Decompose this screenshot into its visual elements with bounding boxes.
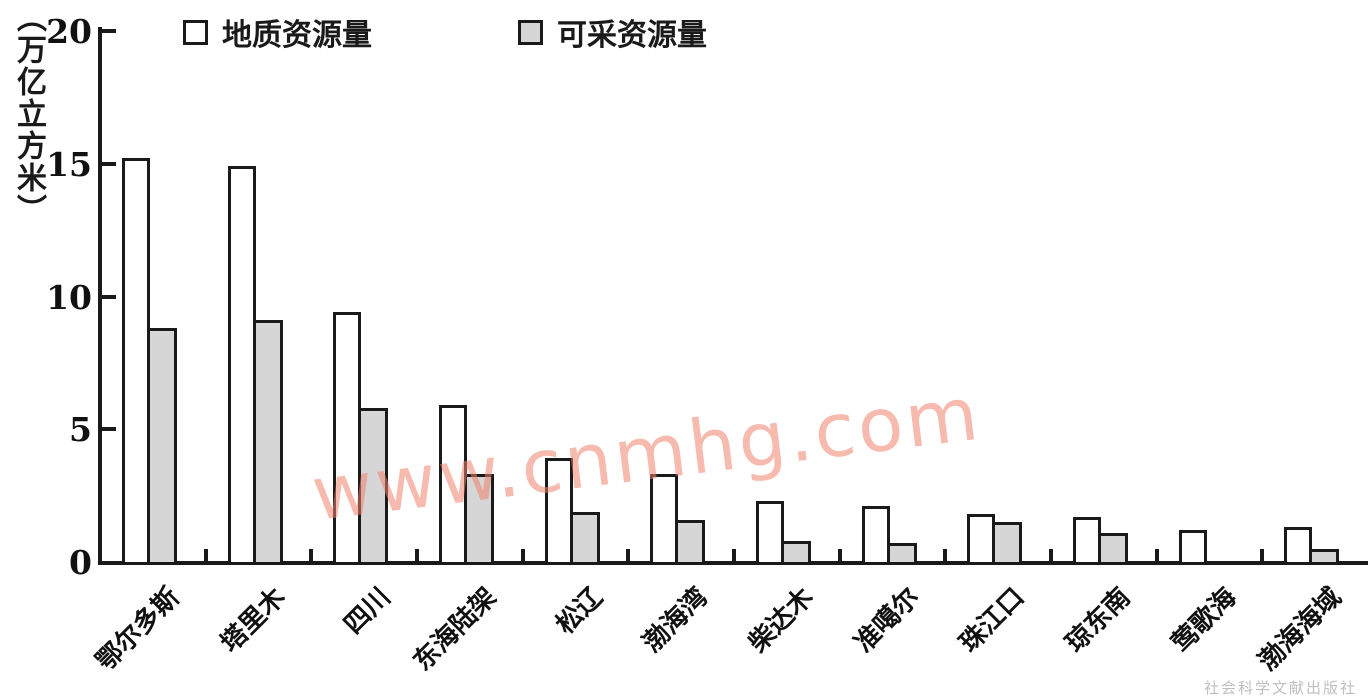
y-tick-15 [102, 161, 116, 166]
bar-recoverable-6 [781, 540, 811, 565]
x-label-6: 柴达木 [743, 582, 820, 659]
y-tick-10 [102, 294, 116, 299]
y-tick-label-5: 5 [69, 410, 92, 450]
bar-geological-4 [544, 458, 573, 565]
x-axis-tick-0 [203, 549, 208, 562]
x-label-11: 渤海海域 [1253, 582, 1348, 678]
bar-recoverable-1 [252, 320, 283, 565]
x-label-7: 准噶尔 [848, 582, 926, 659]
x-axis-tick-9 [1154, 549, 1159, 562]
legend-label-geological: 地质资源量 [222, 18, 372, 53]
bar-geological-1 [227, 166, 256, 565]
x-axis-tick-6 [837, 549, 842, 562]
bar-geological-9 [1073, 516, 1101, 565]
legend-swatch-recoverable [518, 19, 543, 45]
x-axis-tick-4 [626, 549, 631, 562]
legend-label-recoverable: 可采资源量 [557, 18, 707, 53]
x-axis-tick-5 [732, 549, 736, 562]
x-label-8: 珠江口 [954, 582, 1031, 659]
bar-geological-6 [756, 500, 784, 565]
legend: 地质资源量 可采资源量 [183, 10, 707, 54]
x-label-1: 塔里木 [214, 582, 292, 659]
y-tick-label-10: 10 [46, 277, 92, 317]
x-label-3: 东海陆架 [407, 582, 503, 678]
x-axis-tick-10 [1260, 549, 1265, 562]
bar-recoverable-4 [569, 511, 600, 565]
bar-geological-2 [333, 312, 362, 565]
x-axis-tick-8 [1049, 549, 1053, 562]
bar-geological-5 [650, 474, 679, 565]
x-axis-tick-3 [520, 549, 525, 562]
y-tick-5 [102, 427, 116, 432]
y-tick-label-0: 0 [69, 543, 92, 582]
bar-geological-11 [1284, 527, 1313, 565]
y-tick-label-20: 20 [46, 12, 92, 51]
publisher-watermark: 社会科学文献出版社 [1204, 679, 1358, 697]
x-axis-line [98, 561, 1368, 565]
bar-geological-7 [861, 506, 890, 565]
bar-geological-3 [439, 405, 467, 565]
y-tick-label-15: 15 [46, 144, 92, 184]
bar-recoverable-11 [1309, 548, 1340, 565]
bar-geological-8 [967, 514, 996, 565]
x-label-4: 松辽 [550, 582, 609, 641]
x-label-0: 鄂尔多斯 [90, 582, 186, 678]
x-label-2: 四川 [338, 582, 397, 641]
y-axis-title: （万亿立方米） [11, 2, 46, 226]
x-label-9: 琼东南 [1060, 582, 1137, 659]
x-axis-tick-7 [943, 549, 948, 562]
bar-recoverable-0 [147, 328, 177, 565]
bar-recoverable-2 [358, 408, 389, 565]
bar-recoverable-9 [1098, 532, 1128, 565]
y-tick-20 [102, 29, 116, 33]
bar-recoverable-3 [464, 474, 494, 565]
bar-recoverable-5 [675, 519, 706, 565]
x-label-10: 莺歌海 [1165, 582, 1243, 659]
x-axis-tick-2 [415, 549, 419, 562]
bar-recoverable-8 [992, 522, 1023, 565]
bar-geological-0 [122, 158, 150, 565]
bar-recoverable-7 [886, 543, 917, 565]
legend-swatch-geological [183, 19, 208, 45]
x-axis-tick-1 [309, 549, 314, 562]
x-label-5: 渤海湾 [637, 582, 714, 659]
y-axis-line [98, 27, 102, 565]
bar-geological-10 [1178, 530, 1207, 565]
